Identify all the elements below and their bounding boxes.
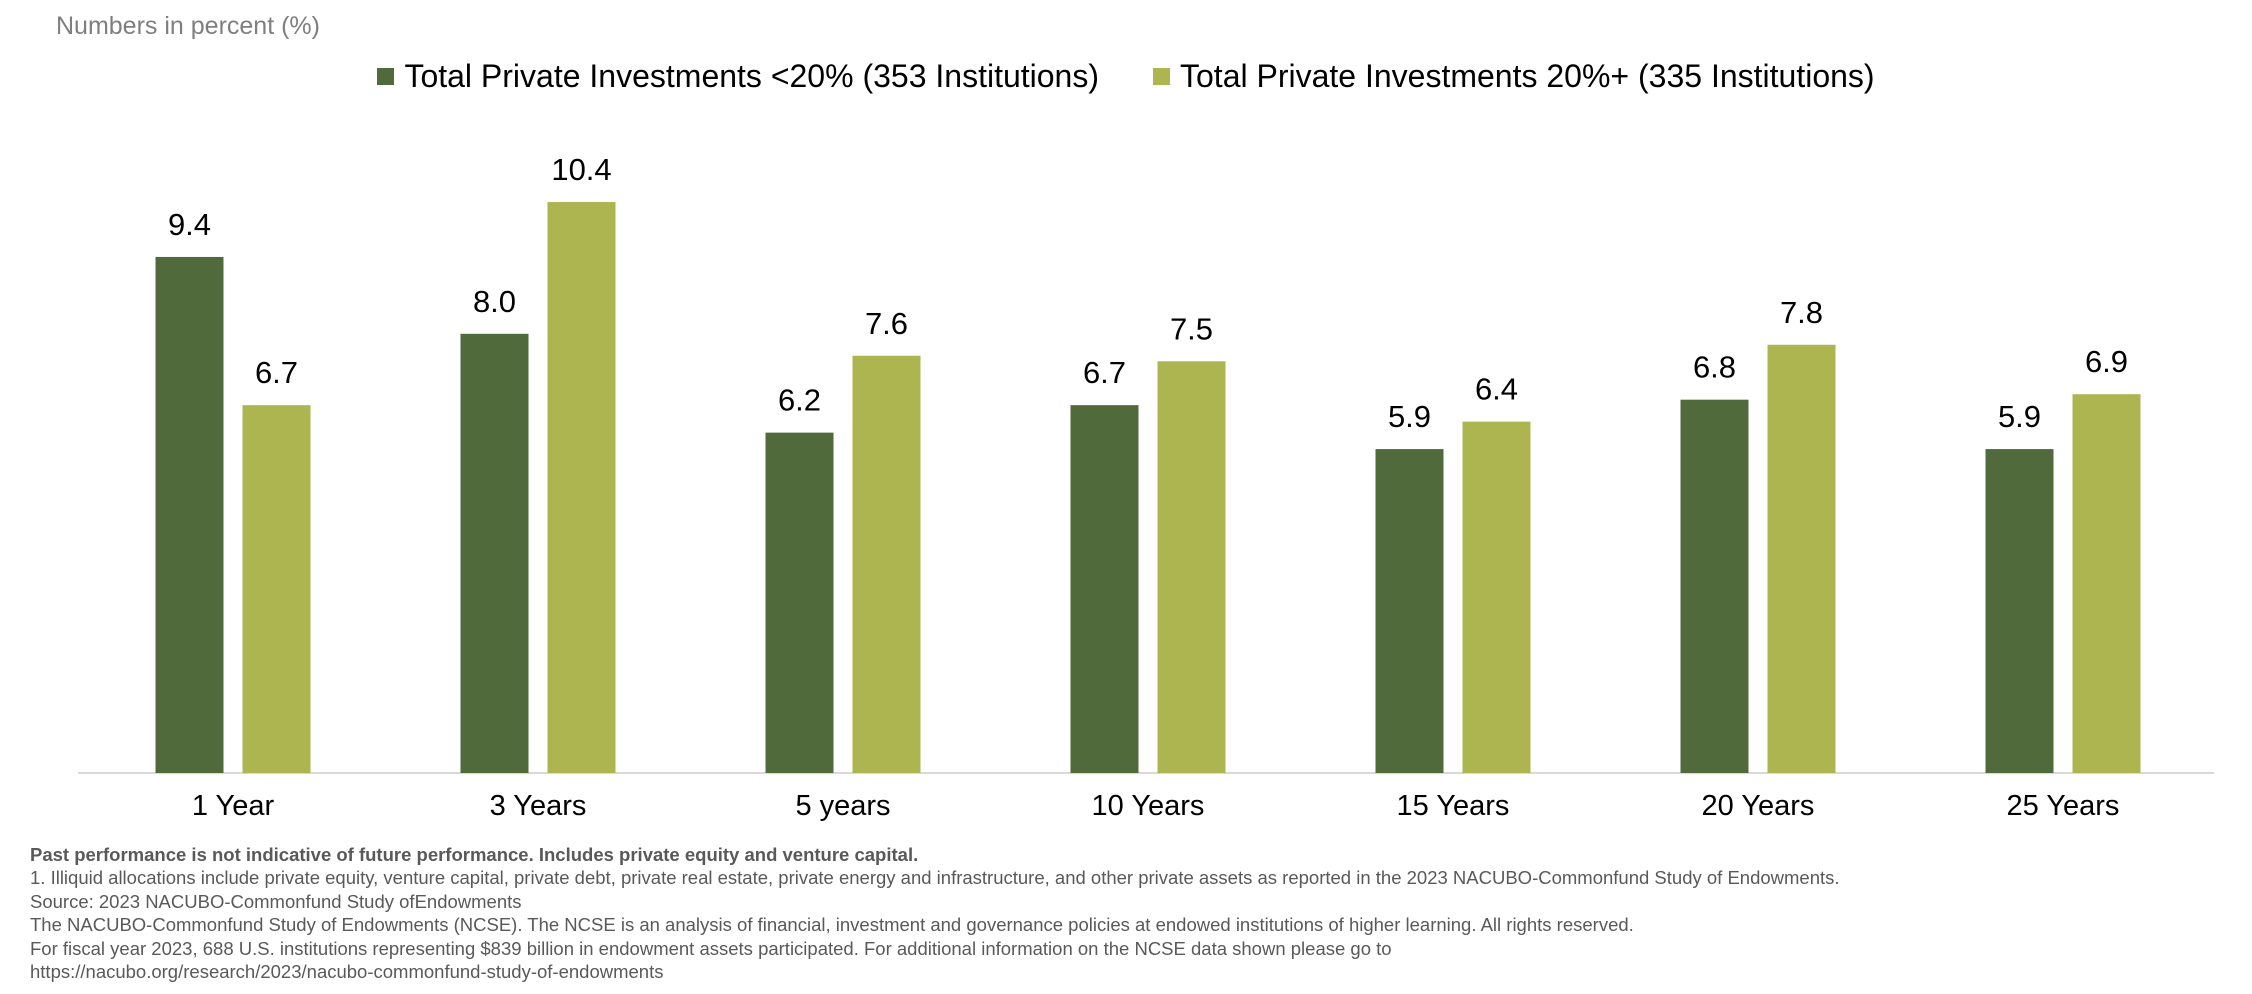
footnote-url[interactable]: https://nacubo.org/research/2023/nacubo-… — [30, 961, 664, 983]
bar-20plus-5-years — [852, 355, 921, 773]
bar-20plus-15-years — [1462, 421, 1531, 773]
legend-label-lt20: Total Private Investments <20% (353 Inst… — [404, 58, 1099, 94]
data-label-lt20-1-year: 9.4 — [168, 207, 211, 242]
x-tick-label-25-years: 25 Years — [2007, 790, 2120, 822]
legend-swatch-lt20 — [377, 68, 395, 85]
legend: Total Private Investments <20% (353 Inst… — [0, 58, 2252, 95]
legend-swatch-20plus — [1153, 68, 1170, 85]
data-label-lt20-10-years: 6.7 — [1083, 355, 1126, 390]
bar-lt20-5-years — [765, 432, 834, 773]
bar-lt20-3-years — [460, 333, 529, 773]
x-tick-label-5-years: 5 years — [795, 790, 890, 822]
x-tick-label-3-years: 3 Years — [490, 790, 587, 822]
data-label-20plus-25-years: 6.9 — [2085, 344, 2128, 379]
bar-lt20-10-years — [1070, 405, 1139, 773]
data-label-lt20-25-years: 5.9 — [1998, 399, 2041, 434]
data-label-lt20-5-years: 6.2 — [778, 383, 821, 418]
footnotes: Past performance is not indicative of fu… — [30, 843, 1840, 983]
data-label-20plus-20-years: 7.8 — [1780, 295, 1823, 330]
data-label-lt20-20-years: 6.8 — [1693, 350, 1736, 385]
bar-chart: 9.4 6.7 1 Year 8.0 10.4 3 Years 6.2 7.6 5 years 6… — [78, 152, 2214, 822]
legend-label-20plus: Total Private Investments 20%+ (335 Inst… — [1180, 58, 1875, 94]
units-note: Numbers in percent (%) — [56, 12, 320, 40]
data-label-20plus-1-year: 6.7 — [255, 355, 298, 390]
footnote-ncse: The NACUBO-Commonfund Study of Endowment… — [30, 914, 1634, 936]
data-label-20plus-5-years: 7.6 — [865, 306, 908, 341]
bar-20plus-10-years — [1157, 361, 1226, 773]
data-label-lt20-15-years: 5.9 — [1388, 399, 1431, 434]
data-label-20plus-10-years: 7.5 — [1170, 311, 1213, 346]
legend-item-lt20: Total Private Investments <20% (353 Inst… — [377, 58, 1099, 95]
legend-item-20plus: Total Private Investments 20%+ (335 Inst… — [1153, 58, 1875, 95]
x-tick-label-15-years: 15 Years — [1397, 790, 1510, 822]
footnote-fiscal: For fiscal year 2023, 688 U.S. instituti… — [30, 937, 1392, 959]
bar-20plus-25-years — [2072, 394, 2141, 773]
footnote-disclaimer: Past performance is not indicative of fu… — [30, 844, 919, 865]
x-tick-label-1-year: 1 Year — [192, 790, 275, 822]
bar-lt20-20-years — [1680, 399, 1749, 773]
data-label-lt20-3-years: 8.0 — [473, 284, 516, 319]
bar-lt20-1-year — [155, 256, 224, 773]
bar-20plus-3-years — [547, 202, 616, 774]
footnote-illiquid: 1. Illiquid allocations include private … — [30, 867, 1840, 889]
data-label-20plus-3-years: 10.4 — [551, 152, 611, 187]
bar-lt20-15-years — [1375, 449, 1444, 773]
bar-20plus-1-year — [242, 405, 311, 773]
x-tick-label-10-years: 10 Years — [1092, 790, 1205, 822]
data-label-20plus-15-years: 6.4 — [1475, 372, 1518, 407]
x-tick-label-20-years: 20 Years — [1702, 790, 1815, 822]
footnote-source: Source: 2023 NACUBO-Commonfund Study ofE… — [30, 890, 522, 912]
bar-20plus-20-years — [1767, 344, 1836, 773]
bar-lt20-25-years — [1985, 449, 2054, 773]
